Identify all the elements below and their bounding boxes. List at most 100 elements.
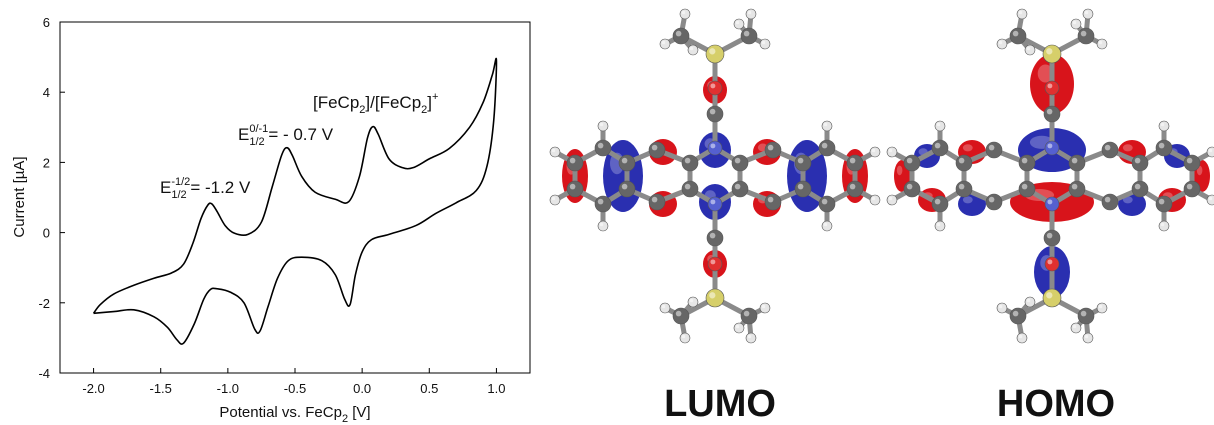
atom-shine [889, 197, 893, 201]
atom-shine [1073, 325, 1077, 329]
atom-shine [937, 123, 941, 127]
text-segment: 1/2 [171, 189, 186, 201]
atom-shine [1159, 199, 1165, 205]
atom [1019, 181, 1035, 197]
atom-shine [872, 197, 876, 201]
atom [1045, 81, 1059, 95]
atom-shine [662, 305, 666, 309]
atom-shine [709, 48, 715, 54]
atom [550, 195, 560, 205]
atom [649, 194, 665, 210]
atom [706, 289, 724, 307]
atom-shine [1027, 299, 1031, 303]
atom-shine [989, 197, 995, 203]
atom-shine [850, 184, 856, 190]
atom [1097, 303, 1107, 313]
atom [682, 155, 698, 171]
atom-shine [762, 41, 766, 45]
atom [819, 196, 835, 212]
atom-shine [570, 158, 576, 164]
atom-shine [935, 143, 941, 149]
atom [1078, 308, 1094, 324]
atom [904, 155, 920, 171]
atom [680, 9, 690, 19]
atom-shine [822, 143, 828, 149]
atom [1069, 155, 1085, 171]
atom [1019, 155, 1035, 171]
atom [595, 196, 611, 212]
atom [1159, 121, 1169, 131]
atom-shine [710, 143, 715, 148]
atom-shine [989, 145, 995, 151]
atom-shine [762, 305, 766, 309]
atom [1083, 333, 1093, 343]
atom-shine [1047, 259, 1052, 264]
atom-shine [1135, 158, 1141, 164]
atom [904, 181, 920, 197]
atom-shine [598, 199, 604, 205]
lobe-highlight [897, 166, 903, 176]
atom-shine [1019, 11, 1023, 15]
atom [707, 230, 723, 246]
atom [1132, 155, 1148, 171]
atom-shine [600, 123, 604, 127]
atom [746, 333, 756, 343]
atom [1025, 45, 1035, 55]
orbital-label: HOMO [997, 383, 1115, 425]
text-segment: + [432, 91, 438, 103]
atom [1045, 141, 1059, 155]
atom [708, 257, 722, 271]
text-segment: 0/-1 [249, 123, 268, 135]
annotation: E0/-11/2= - 0.7 V [238, 123, 334, 148]
atom [932, 140, 948, 156]
atom [746, 9, 756, 19]
y-tick-label: 6 [43, 15, 50, 30]
atom-shine [1046, 48, 1052, 54]
atom [706, 45, 724, 63]
text-segment: E [160, 178, 171, 197]
atom-shine [1105, 145, 1111, 151]
atom [760, 303, 770, 313]
atom-shine [1022, 158, 1028, 164]
atom [1044, 230, 1060, 246]
x-tick-label: -2.0 [82, 381, 104, 396]
atom-shine [1161, 223, 1165, 227]
atom [822, 121, 832, 131]
annotation: E-1/21/2= -1.2 V [160, 176, 251, 201]
atom-shine [736, 21, 740, 25]
atom [1010, 28, 1026, 44]
atom [595, 140, 611, 156]
atom-shine [710, 259, 715, 264]
atom-shine [598, 143, 604, 149]
atom-shine [570, 184, 576, 190]
molecule [550, 9, 880, 343]
atom-shine [1047, 83, 1052, 88]
atom [1102, 142, 1118, 158]
atom [673, 308, 689, 324]
atom-shine [709, 292, 715, 298]
atom-shine [748, 335, 752, 339]
atom-shine [685, 158, 691, 164]
y-tick-label: -2 [38, 296, 50, 311]
atom-shine [959, 158, 965, 164]
atom-shine [735, 184, 741, 190]
atom-shine [1209, 149, 1213, 153]
molecule [887, 9, 1214, 343]
atom [550, 147, 560, 157]
atom-shine [850, 158, 856, 164]
atom [847, 155, 863, 171]
atom-shine [1047, 109, 1053, 115]
atom-shine [1159, 143, 1165, 149]
atom [986, 142, 1002, 158]
atom [822, 221, 832, 231]
lobe-highlight [1123, 144, 1133, 151]
atom-shine [999, 41, 1003, 45]
x-axis-title: Potential vs. FeCp2 [V] [219, 404, 370, 425]
text-segment: 1/2 [249, 136, 264, 148]
atom-shine [676, 311, 682, 317]
atom-shine [710, 83, 715, 88]
atom [649, 142, 665, 158]
atom [688, 297, 698, 307]
atom [1097, 39, 1107, 49]
atom-shine [1085, 11, 1089, 15]
